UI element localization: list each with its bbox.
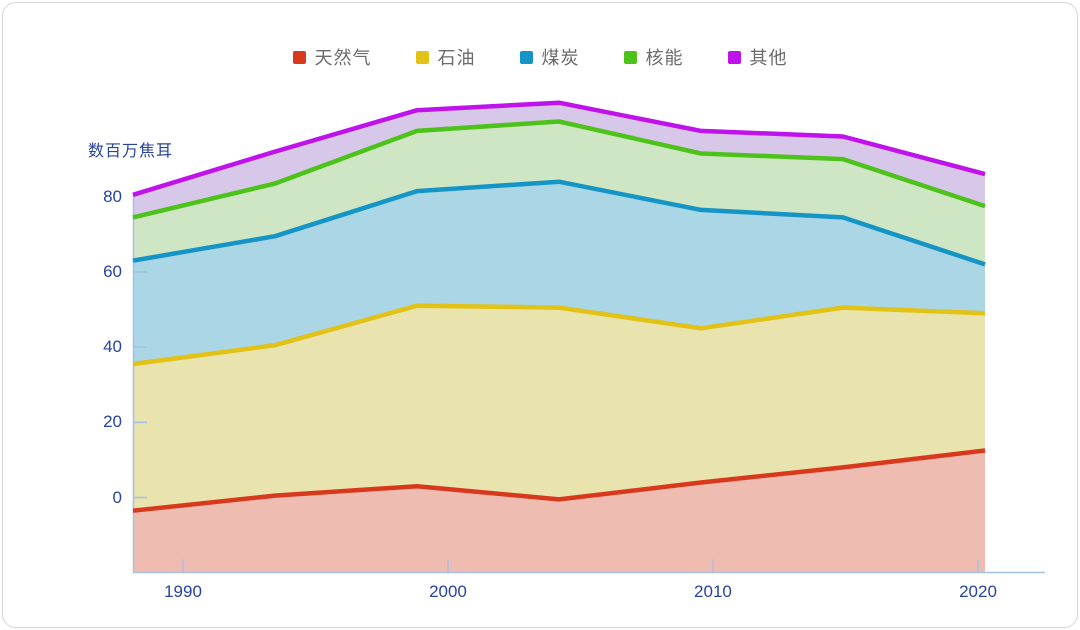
y-axis-title: 数百万焦耳 (88, 143, 174, 160)
legend-swatch-other (727, 51, 741, 64)
y-tick-label: 60 (103, 261, 122, 281)
legend-swatch-nuclear (623, 51, 637, 64)
x-tick-label: 1990 (164, 582, 202, 601)
x-tick-label: 2010 (694, 582, 732, 601)
legend-label: 其他 (749, 48, 788, 68)
y-tick-label: 80 (103, 186, 122, 206)
x-tick-label: 2000 (429, 582, 467, 601)
legend-swatch-oil (415, 51, 429, 64)
legend-label: 天然气 (314, 48, 372, 68)
legend-swatch-natural-gas (292, 51, 306, 64)
legend-swatch-coal (519, 51, 533, 64)
legend-item-other[interactable]: 其他 (727, 44, 788, 70)
legend: 天然气 石油 煤炭 核能 其他 (0, 44, 1080, 70)
legend-item-coal[interactable]: 煤炭 (519, 44, 580, 70)
legend-item-nuclear[interactable]: 核能 (623, 44, 684, 70)
x-tick-label: 2020 (959, 582, 997, 601)
legend-item-natural-gas[interactable]: 天然气 (292, 44, 372, 70)
legend-label: 石油 (437, 48, 476, 68)
legend-item-oil[interactable]: 石油 (415, 44, 476, 70)
area-fills (133, 102, 985, 573)
legend-label: 煤炭 (541, 48, 580, 68)
y-tick-label: 40 (103, 337, 122, 357)
y-tick-label: 0 (112, 487, 122, 507)
legend-label: 核能 (645, 48, 684, 68)
y-tick-label: 20 (103, 412, 122, 432)
series-lines (132, 100, 986, 513)
